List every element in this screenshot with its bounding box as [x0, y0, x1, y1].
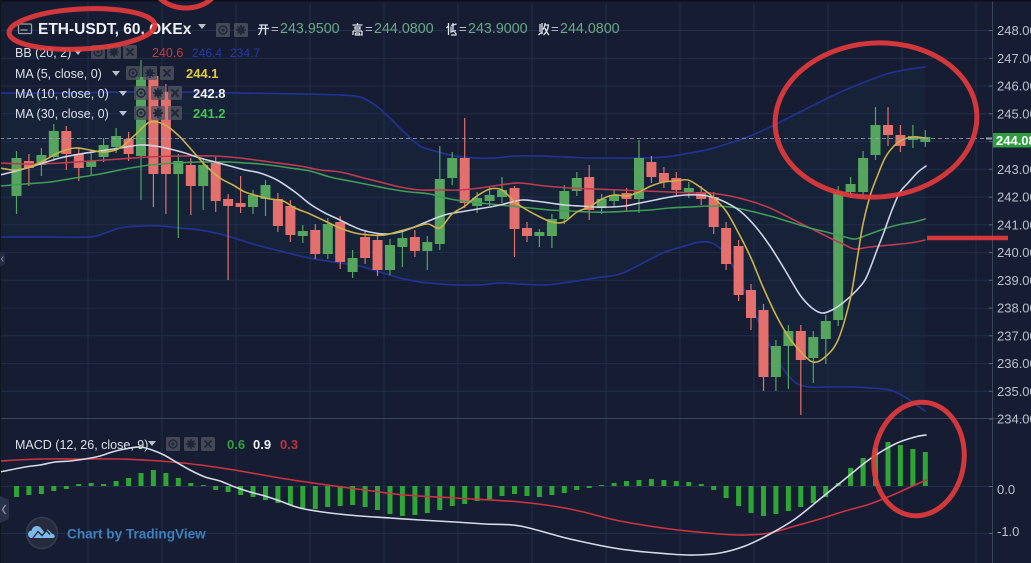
- svg-text:243.9000: 243.9000: [468, 21, 528, 37]
- svg-text:240.00: 240.00: [997, 245, 1031, 260]
- svg-text:0.9: 0.9: [253, 437, 271, 452]
- svg-text:245.00: 245.00: [997, 106, 1031, 121]
- svg-text:236.00: 236.00: [997, 356, 1031, 371]
- svg-text:0.6: 0.6: [227, 437, 245, 452]
- svg-text:241.00: 241.00: [997, 217, 1031, 232]
- svg-text:243.9500: 243.9500: [280, 21, 340, 37]
- svg-text:MACD (12, 26, close, 9): MACD (12, 26, close, 9): [15, 438, 148, 452]
- svg-text:=: =: [271, 21, 279, 36]
- svg-text:243.00: 243.00: [997, 162, 1031, 177]
- svg-text:246.4: 246.4: [192, 46, 222, 60]
- svg-text:244.0800: 244.0800: [374, 21, 434, 37]
- svg-text:ETH-USDT, 60, OKEx: ETH-USDT, 60, OKEx: [38, 21, 192, 38]
- svg-text:244.08: 244.08: [996, 133, 1031, 148]
- svg-text:MA (10, close, 0): MA (10, close, 0): [15, 87, 109, 101]
- svg-text:=: =: [551, 21, 559, 36]
- svg-text:MA (30, close, 0): MA (30, close, 0): [15, 107, 109, 121]
- svg-text:-1.0: -1.0: [997, 524, 1019, 539]
- svg-text:234.7: 234.7: [230, 46, 260, 60]
- svg-text:248.00: 248.00: [997, 23, 1031, 38]
- svg-text:238.00: 238.00: [997, 301, 1031, 316]
- svg-text:242.00: 242.00: [997, 190, 1031, 205]
- svg-text:0.3: 0.3: [280, 437, 298, 452]
- svg-text:235.00: 235.00: [997, 384, 1031, 399]
- svg-text:239.00: 239.00: [997, 273, 1031, 288]
- svg-text:241.2: 241.2: [193, 106, 226, 121]
- svg-text:246.00: 246.00: [997, 79, 1031, 94]
- svg-text:MA (5, close, 0): MA (5, close, 0): [15, 67, 102, 81]
- svg-text:Chart by TradingView: Chart by TradingView: [67, 527, 206, 542]
- svg-text:0.0: 0.0: [997, 482, 1015, 497]
- svg-text:240.6: 240.6: [152, 46, 183, 60]
- svg-text:=: =: [365, 21, 373, 36]
- svg-text:247.00: 247.00: [997, 51, 1031, 66]
- svg-text:234.00: 234.00: [997, 412, 1031, 427]
- svg-text:=: =: [459, 21, 467, 36]
- svg-text:237.00: 237.00: [997, 328, 1031, 343]
- svg-text:242.8: 242.8: [193, 86, 226, 101]
- svg-text:244.1: 244.1: [186, 66, 219, 81]
- svg-text:244.0800: 244.0800: [560, 21, 620, 37]
